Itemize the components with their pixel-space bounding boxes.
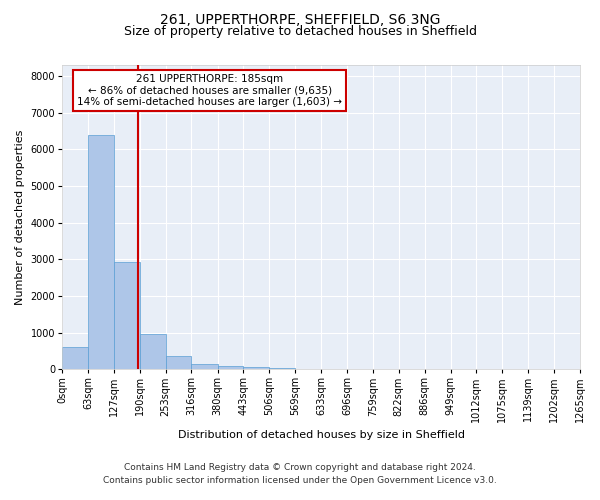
Bar	[218, 366, 244, 369]
Text: 261 UPPERTHORPE: 185sqm
← 86% of detached houses are smaller (9,635)
14% of semi: 261 UPPERTHORPE: 185sqm ← 86% of detache…	[77, 74, 342, 108]
Bar	[88, 135, 114, 369]
X-axis label: Distribution of detached houses by size in Sheffield: Distribution of detached houses by size …	[178, 430, 464, 440]
Text: 261, UPPERTHORPE, SHEFFIELD, S6 3NG: 261, UPPERTHORPE, SHEFFIELD, S6 3NG	[160, 12, 440, 26]
Bar	[166, 356, 191, 369]
Bar	[269, 368, 295, 369]
Text: Size of property relative to detached houses in Sheffield: Size of property relative to detached ho…	[124, 25, 476, 38]
Text: Contains HM Land Registry data © Crown copyright and database right 2024.: Contains HM Land Registry data © Crown c…	[124, 464, 476, 472]
Y-axis label: Number of detached properties: Number of detached properties	[15, 130, 25, 305]
Bar	[191, 364, 218, 369]
Bar	[62, 347, 88, 369]
Bar	[114, 262, 140, 369]
Bar	[140, 334, 166, 369]
Bar	[244, 366, 269, 369]
Text: Contains public sector information licensed under the Open Government Licence v3: Contains public sector information licen…	[103, 476, 497, 485]
